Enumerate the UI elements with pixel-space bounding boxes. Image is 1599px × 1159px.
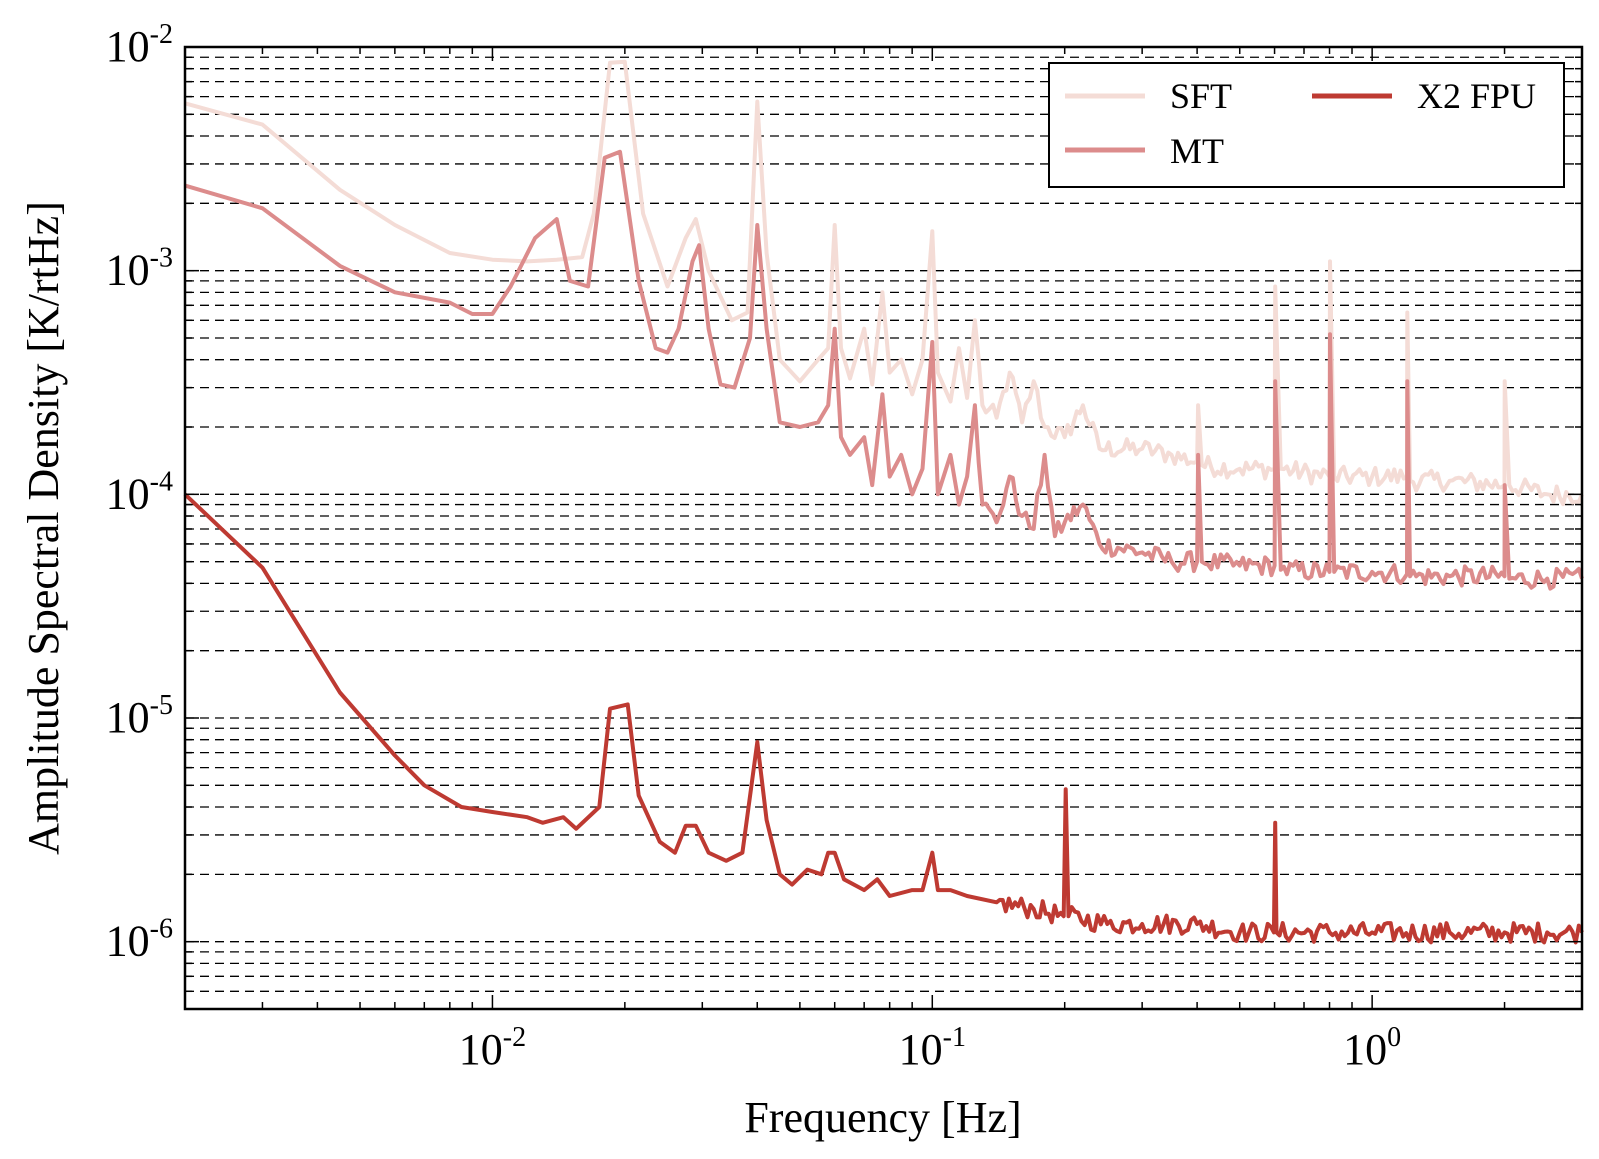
series-line-x2-fpu <box>183 492 1584 945</box>
legend-box <box>1048 62 1565 188</box>
legend: SFT MT X2 FPU <box>1048 62 1565 188</box>
x-axis-title: Frequency [Hz] <box>744 1093 1021 1142</box>
x-tick-label: 10-2 <box>459 1022 526 1074</box>
series-line-mt <box>184 149 1584 591</box>
series-line-sft <box>184 59 1584 507</box>
legend-label-mt: MT <box>1170 131 1224 171</box>
y-axis-title: Amplitude Spectral Density [K/rtHz] <box>19 201 68 855</box>
y-tick-label: 10-5 <box>106 690 173 742</box>
legend-label-x2-fpu: X2 FPU <box>1417 76 1536 116</box>
series-lines <box>183 59 1584 945</box>
axis-ticks: 10-2 10-1 100 10-2 10-3 10-4 10-5 10-6 <box>106 19 1583 1074</box>
plot-frame <box>183 45 1584 1011</box>
y-tick-label: 10-2 <box>106 19 173 71</box>
y-tick-label: 10-6 <box>106 914 173 966</box>
legend-label-sft: SFT <box>1170 76 1232 116</box>
y-tick-label: 10-3 <box>106 243 173 295</box>
x-tick-label: 10-1 <box>899 1022 966 1074</box>
y-tick-label: 10-4 <box>106 466 173 518</box>
x-tick-label: 100 <box>1343 1022 1401 1074</box>
